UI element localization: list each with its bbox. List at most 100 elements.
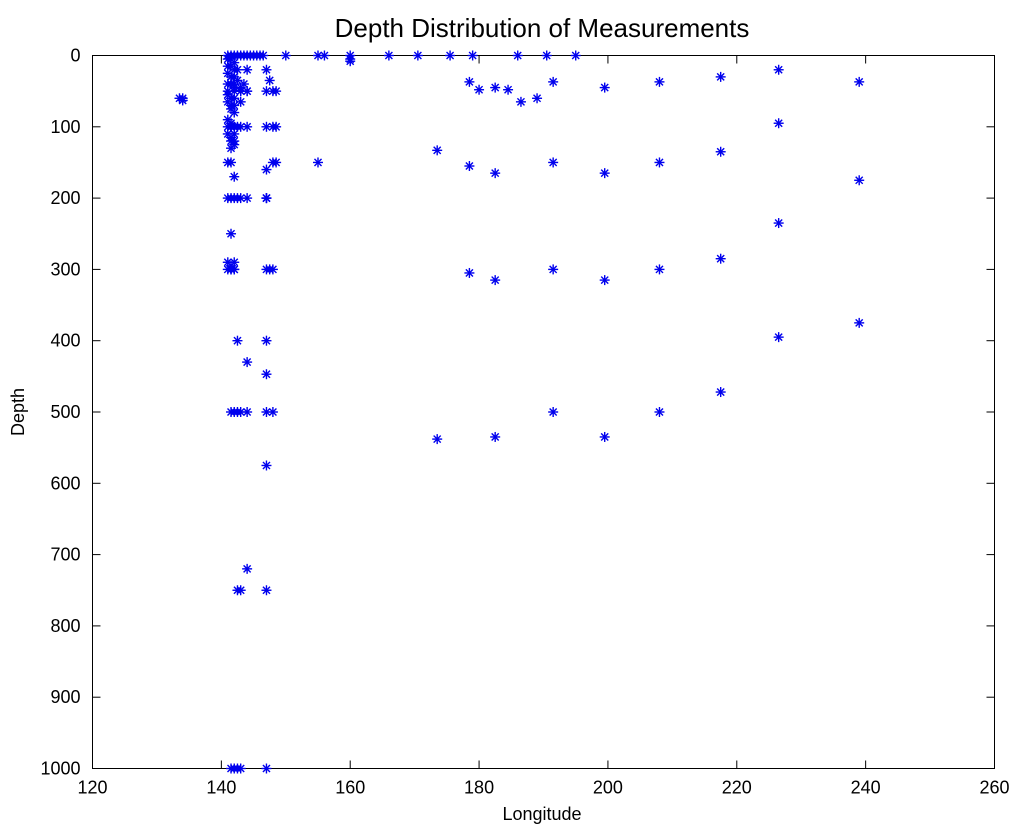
data-point: [261, 369, 272, 380]
data-point: [445, 50, 456, 61]
data-point: [490, 431, 501, 442]
data-point: [548, 264, 559, 275]
x-tick-label: 140: [206, 778, 236, 798]
data-point: [267, 407, 278, 417]
data-point: [261, 335, 272, 346]
data-point: [854, 175, 865, 186]
y-tick-label: 200: [50, 188, 80, 208]
data-point: [261, 407, 272, 417]
x-tick-label: 240: [851, 778, 881, 798]
x-tick-label: 260: [979, 778, 1009, 798]
data-point: [264, 75, 275, 86]
y-tick-label: 700: [50, 545, 80, 565]
data-point: [412, 50, 423, 61]
data-point: [715, 146, 726, 157]
data-point: [548, 157, 559, 168]
data-point: [232, 335, 243, 346]
data-point: [177, 95, 188, 106]
data-point: [773, 64, 784, 75]
data-point: [532, 93, 543, 104]
y-tick-label: 300: [50, 259, 80, 279]
data-point: [715, 71, 726, 82]
data-point: [242, 64, 253, 75]
data-point: [490, 168, 501, 179]
y-tick-label: 800: [50, 616, 80, 636]
data-point: [490, 275, 501, 286]
data-point: [474, 84, 485, 95]
data-point: [242, 86, 253, 97]
data-point: [242, 407, 253, 417]
data-point: [235, 763, 246, 774]
data-point: [313, 157, 323, 168]
data-point: [280, 50, 291, 61]
data-point: [773, 332, 784, 343]
data-point: [854, 317, 865, 328]
x-tick-label: 160: [335, 778, 365, 798]
data-point: [261, 763, 272, 774]
data-point: [261, 64, 272, 75]
x-tick-label: 120: [77, 778, 107, 798]
data-point: [464, 267, 475, 278]
chart-title: Depth Distribution of Measurements: [335, 13, 750, 43]
y-tick-label: 0: [70, 46, 80, 66]
data-point: [235, 86, 246, 97]
data-point: [773, 218, 784, 229]
data-point: [432, 434, 443, 445]
y-tick-label: 600: [50, 473, 80, 493]
y-axis-label: Depth: [8, 388, 28, 436]
data-point: [229, 171, 240, 182]
data-point: [235, 96, 246, 107]
data-point: [464, 76, 475, 87]
data-point: [599, 82, 610, 93]
data-point: [258, 50, 269, 61]
y-tick-label: 500: [50, 402, 80, 422]
data-point: [715, 387, 726, 398]
data-point: [512, 50, 523, 61]
data-point: [383, 50, 394, 61]
y-tick-label: 900: [50, 687, 80, 707]
data-point: [271, 157, 282, 168]
data-point: [261, 193, 272, 204]
data-point: [432, 145, 443, 156]
data-point: [229, 107, 240, 118]
data-point: [226, 228, 237, 239]
data-point: [242, 193, 253, 204]
data-point: [229, 264, 240, 275]
data-point: [541, 50, 552, 61]
data-point: [464, 161, 475, 172]
data-point: [773, 118, 784, 129]
data-point: [319, 50, 330, 61]
data-point: [242, 121, 253, 132]
data-point: [599, 168, 610, 179]
data-point: [490, 82, 501, 93]
data-point: [599, 275, 610, 286]
data-point: [548, 407, 559, 417]
data-points: [174, 50, 865, 774]
data-point: [654, 264, 665, 275]
x-tick-label: 220: [722, 778, 752, 798]
data-point: [242, 357, 253, 368]
data-point: [235, 407, 246, 417]
y-tick-label: 400: [50, 331, 80, 351]
data-point: [599, 431, 610, 442]
data-point: [515, 96, 526, 107]
data-point: [261, 164, 272, 175]
data-point: [854, 76, 865, 87]
data-point: [654, 157, 665, 168]
axis-ticks: [92, 55, 995, 769]
data-point: [226, 157, 237, 168]
data-point: [654, 407, 665, 417]
data-point: [261, 460, 272, 471]
data-point: [467, 50, 478, 61]
data-point: [548, 76, 559, 87]
data-point: [261, 86, 272, 97]
x-tick-label: 200: [593, 778, 623, 798]
data-point: [654, 76, 665, 87]
x-axis-label: Longitude: [502, 804, 581, 824]
y-tick-label: 100: [50, 117, 80, 137]
data-point: [345, 56, 356, 67]
data-point: [503, 84, 514, 95]
data-point: [242, 563, 253, 574]
